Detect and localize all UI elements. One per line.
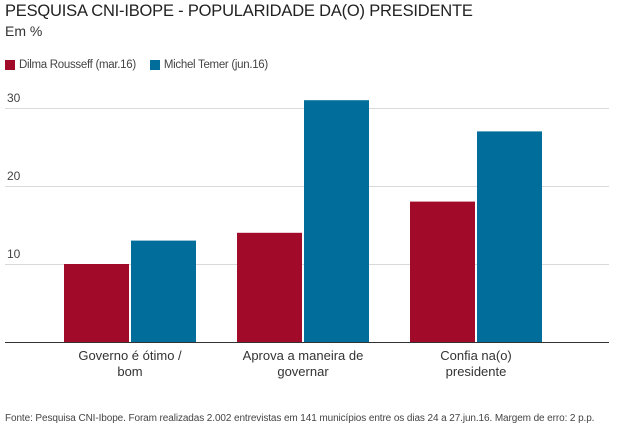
x-tick-label: Confia na(o) [440,348,512,363]
bar [237,232,302,342]
legend-swatch-dilma [5,60,15,70]
y-tick-label: 20 [7,169,21,183]
x-tick-label: Governo é ótimo / [78,348,182,363]
x-tick-label: bom [117,364,142,379]
x-tick-label: Aprova a maneira de [243,348,364,363]
x-tick-label: governar [277,364,329,379]
bar [131,240,196,342]
bar [64,264,129,342]
legend-item-dilma: Dilma Rousseff (mar.16) [5,59,136,71]
bar [304,100,369,342]
y-tick-label: 10 [7,247,21,261]
legend-swatch-temer [149,60,160,70]
source-note: Fonte: Pesquisa CNI-Ibope. Foram realiza… [5,413,595,424]
bar [410,201,475,342]
x-tick-label: presidente [446,364,507,379]
legend-label-dilma: Dilma Rousseff (mar.16) [19,59,136,71]
legend-item-temer: Michel Temer (jun.16) [149,59,268,71]
chart-title: PESQUISA CNI-IBOPE - POPULARIDADE DA(O) … [5,2,473,20]
bar [477,131,542,342]
y-tick-label: 30 [7,91,21,105]
legend-label-temer: Michel Temer (jun.16) [163,59,268,71]
chart-subtitle: Em % [5,23,43,39]
bar-chart: 10 20 30 Governo é ótimo /bom Aprova a manei… [5,91,609,379]
legend: Dilma Rousseff (mar.16) Michel Temer (ju… [5,59,282,71]
